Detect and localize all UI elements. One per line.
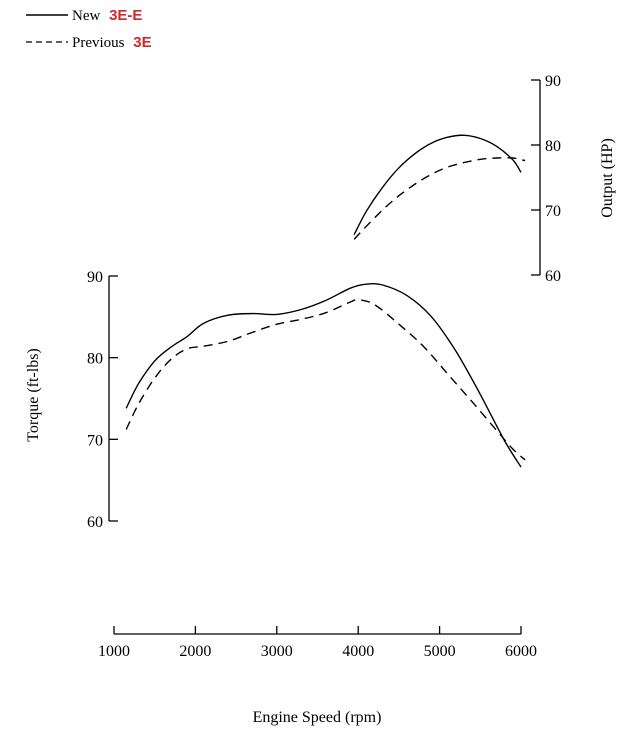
x-axis-label: Engine Speed (rpm) xyxy=(253,709,382,726)
curves-group xyxy=(125,134,526,468)
legend-entry-previous: Previous 3E xyxy=(72,34,152,51)
x-tick-label: 6000 xyxy=(505,643,537,660)
output-tick-label: 60 xyxy=(545,268,561,285)
output-tick-label: 80 xyxy=(545,138,561,155)
x-tick-label: 2000 xyxy=(179,643,211,660)
x-tick-label: 4000 xyxy=(342,643,374,660)
output-axis-label: Output (HP) xyxy=(599,138,616,218)
output-curve-previous xyxy=(353,157,526,240)
output-tick-label: 90 xyxy=(545,73,561,90)
output-tick-label: 70 xyxy=(545,203,561,220)
legend: New 3E-E Previous 3E xyxy=(26,7,152,51)
output-curve-new xyxy=(353,134,522,236)
torque-tick-label: 80 xyxy=(87,351,103,368)
torque-curve-new xyxy=(125,282,522,468)
torque-tick-label: 70 xyxy=(87,432,103,449)
x-tick-label: 3000 xyxy=(261,643,293,660)
legend-entry-new: New 3E-E xyxy=(72,7,142,24)
torque-tick-label: 90 xyxy=(87,269,103,286)
x-tick-label: 5000 xyxy=(424,643,456,660)
x-tick-label: 1000 xyxy=(98,643,130,660)
legend-entry-new-prefix: New xyxy=(72,8,100,24)
torque-tick-label: 60 xyxy=(87,514,103,531)
torque-axis-label: Torque (ft-lbs) xyxy=(25,348,42,442)
legend-entry-previous-prefix: Previous xyxy=(72,35,125,51)
torque-curve-previous xyxy=(125,298,526,461)
axes-group: 1000 2000 3000 4000 5000 6000 60 70 80 90 60 70 80 90 xyxy=(87,73,561,660)
legend-entry-new-code: 3E-E xyxy=(109,7,142,24)
legend-entry-previous-code: 3E xyxy=(133,34,151,51)
